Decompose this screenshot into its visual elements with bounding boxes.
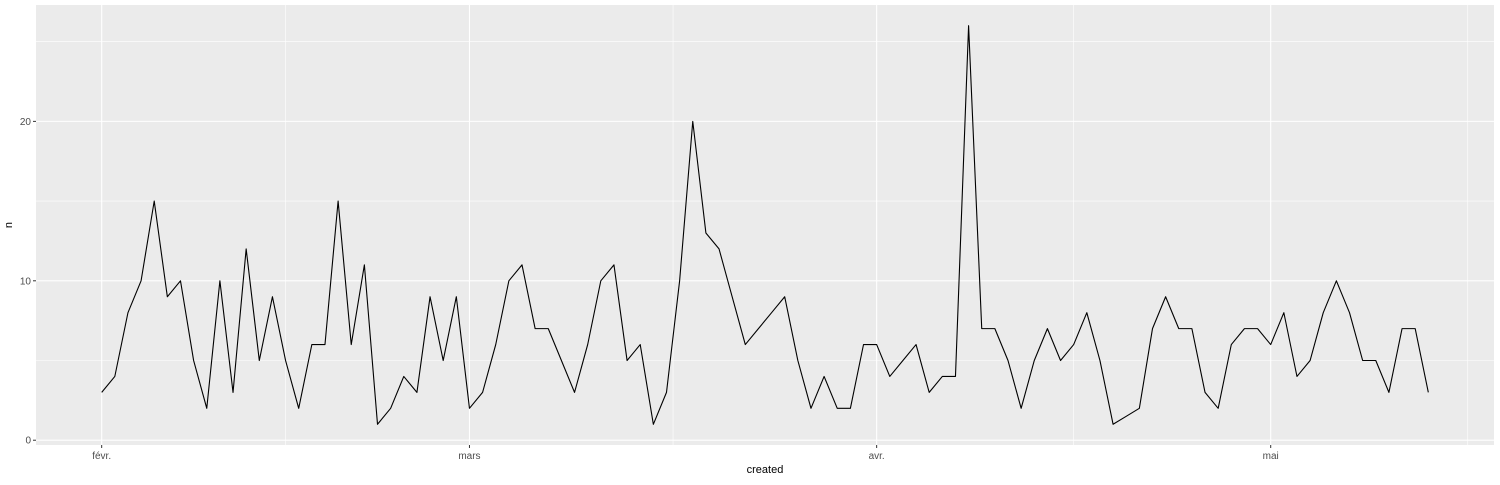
y-tick-label-0: 0 [25,436,31,447]
y-axis-title: n [3,222,15,228]
series-line [101,25,1429,425]
x-tick-label-2: avr. [869,451,885,462]
grid-major [36,5,1494,445]
x-tick-label-3: mai [1263,451,1279,462]
x-tick-label-1: mars [458,451,480,462]
y-tick-label-1: 10 [20,276,32,287]
grid-minor [36,5,1494,445]
x-tick-label-0: févr. [92,451,111,462]
y-tick-label-2: 20 [20,117,32,128]
y-axis: 0 10 20 [20,117,36,447]
plot-panel [36,5,1494,445]
x-axis: févr. mars avr. mai [92,445,1279,462]
x-axis-title: created [747,464,784,476]
